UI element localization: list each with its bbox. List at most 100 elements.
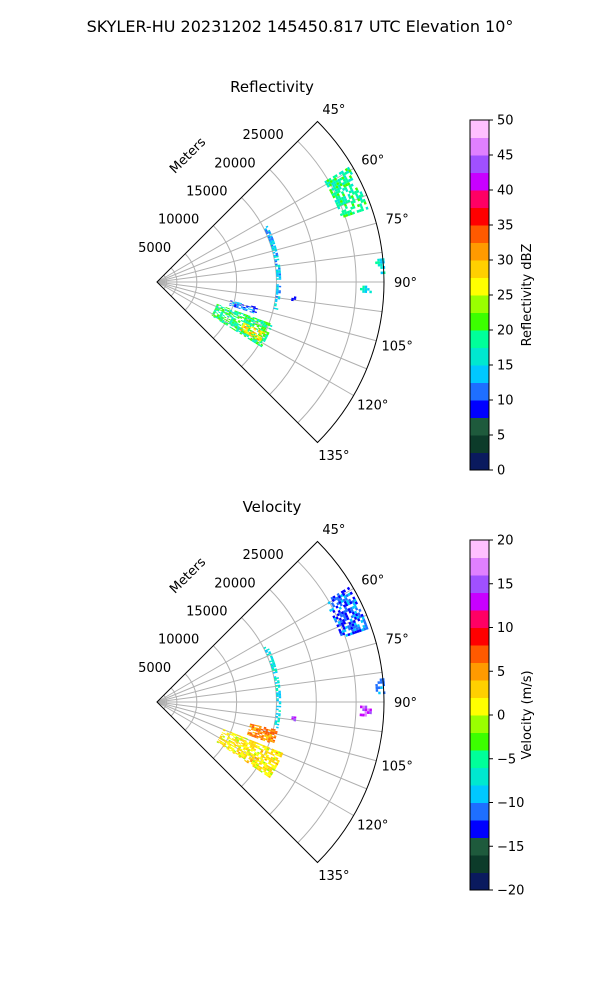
- echo-gate: [237, 747, 241, 750]
- echo-gate: [270, 737, 274, 740]
- colorbar-tick-label: 40: [497, 184, 514, 199]
- echo-gate: [338, 617, 342, 621]
- echo-gate: [257, 733, 260, 736]
- echo-gate: [339, 603, 343, 607]
- echo-gate: [235, 741, 239, 744]
- echo-gate: [240, 319, 244, 322]
- echo-gate: [247, 754, 251, 757]
- colorbar-tick-label: −15: [497, 840, 524, 855]
- echo-gate: [342, 621, 347, 625]
- echo-gate: [250, 320, 254, 323]
- echo-gate: [246, 305, 249, 308]
- echo-gate: [251, 305, 254, 308]
- echo-gate: [352, 199, 356, 204]
- echo-gate: [264, 325, 267, 329]
- echo-gate: [359, 287, 363, 291]
- echo-gate: [217, 739, 221, 742]
- echo-gate: [269, 732, 273, 735]
- echo-gate: [380, 263, 383, 267]
- echo-gate: [350, 615, 354, 619]
- echo-gate: [243, 756, 247, 759]
- echo-gate: [272, 730, 276, 733]
- echo-gate: [247, 317, 250, 320]
- echo-gate: [351, 631, 356, 635]
- echo-gate: [369, 290, 372, 294]
- echo-gate: [338, 171, 342, 176]
- echo-gate: [220, 738, 224, 741]
- echo-gate: [274, 300, 278, 303]
- echo-gate: [269, 733, 272, 736]
- echo-gate: [218, 311, 221, 314]
- echo-gate: [235, 329, 238, 333]
- echo-gate: [232, 738, 235, 741]
- echo-gate: [253, 735, 257, 738]
- echo-gate: [334, 174, 338, 178]
- echo-gate: [354, 187, 359, 191]
- echo-gate: [341, 193, 346, 197]
- echo-gate: [252, 334, 256, 337]
- echo-gate: [278, 710, 281, 712]
- echo-gate: [221, 311, 224, 313]
- echo-gate: [245, 742, 249, 745]
- echo-gate: [231, 317, 234, 320]
- echo-gate: [230, 324, 233, 327]
- range-tick-label: 15000: [186, 605, 227, 620]
- echo-gate: [380, 271, 384, 275]
- echo-gate: [242, 320, 246, 323]
- echo-gate: [278, 273, 282, 276]
- echo-gate: [254, 732, 258, 735]
- azimuth-tick-label: 60°: [361, 154, 384, 169]
- echo-gate: [338, 623, 342, 627]
- echo-gate: [337, 184, 341, 188]
- echo-gate: [275, 712, 279, 715]
- echo-gate: [265, 766, 269, 769]
- echo-gate: [232, 319, 236, 322]
- echo-gate: [228, 311, 232, 314]
- echo-gate: [250, 743, 253, 747]
- echo-gate: [228, 740, 231, 743]
- echo-gate: [332, 195, 336, 199]
- colorbar-segment: [470, 837, 489, 856]
- echo-gate: [341, 629, 345, 634]
- echo-gate: [260, 327, 264, 330]
- echo-gate: [279, 755, 282, 758]
- echo-gate: [226, 743, 230, 746]
- echo-gate: [262, 339, 266, 343]
- echo-gate: [264, 229, 268, 232]
- echo-gate: [347, 178, 352, 183]
- echo-gate: [268, 231, 271, 234]
- echo-gate: [252, 764, 255, 768]
- echo-gate: [349, 606, 353, 611]
- echo-gate: [249, 310, 253, 313]
- echo-gate: [272, 663, 276, 667]
- echo-gate: [242, 748, 246, 751]
- echo-gate: [239, 748, 243, 751]
- echo-gate: [237, 738, 240, 741]
- echo-gate: [229, 315, 233, 318]
- echo-gate: [366, 711, 370, 715]
- echo-gate: [347, 182, 351, 186]
- echo-gate: [278, 690, 281, 693]
- echo-gate: [269, 241, 273, 244]
- echo-gate: [277, 681, 280, 684]
- echo-gate: [375, 686, 379, 690]
- echo-gate: [226, 322, 229, 325]
- echo-gate: [341, 624, 345, 628]
- echo-gate: [278, 751, 282, 754]
- range-axis-label: Meters: [167, 555, 209, 597]
- echo-gate: [342, 604, 347, 608]
- echo-gate: [222, 744, 226, 747]
- echo-gate: [276, 723, 280, 726]
- echo-gate: [341, 613, 346, 617]
- echo-gate: [243, 318, 247, 321]
- echo-gate: [246, 335, 249, 338]
- echo-gate: [272, 251, 276, 254]
- echo-gate: [340, 202, 344, 206]
- echo-gate: [336, 613, 340, 617]
- echo-gate: [246, 325, 249, 328]
- colorbar-tick-label: −5: [497, 752, 516, 767]
- echo-gate: [272, 757, 276, 761]
- echo-gate: [260, 737, 264, 740]
- echo-gate: [251, 761, 255, 764]
- reflectivity-panel: Reflectivity 45° 60° 75° 90° 105° 120° 135° 5000…: [138, 78, 535, 479]
